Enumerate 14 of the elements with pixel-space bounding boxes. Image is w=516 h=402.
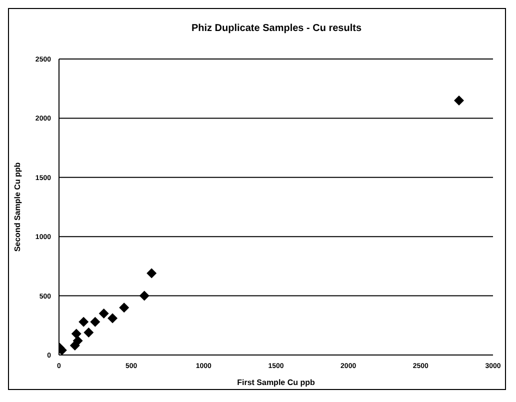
point	[78, 316, 89, 327]
point	[139, 290, 150, 301]
chart-title: Phiz Duplicate Samples - Cu results	[190, 23, 363, 34]
y-axis-title: Second Sample Cu ppb	[12, 162, 22, 252]
point	[146, 268, 157, 278]
point	[454, 95, 464, 106]
point	[119, 302, 130, 313]
point	[71, 328, 82, 339]
point	[84, 328, 94, 338]
point	[98, 308, 109, 319]
point	[90, 316, 100, 327]
x-axis-title: First Sample Cu ppb	[237, 378, 315, 387]
point	[108, 313, 118, 324]
point	[72, 336, 83, 346]
